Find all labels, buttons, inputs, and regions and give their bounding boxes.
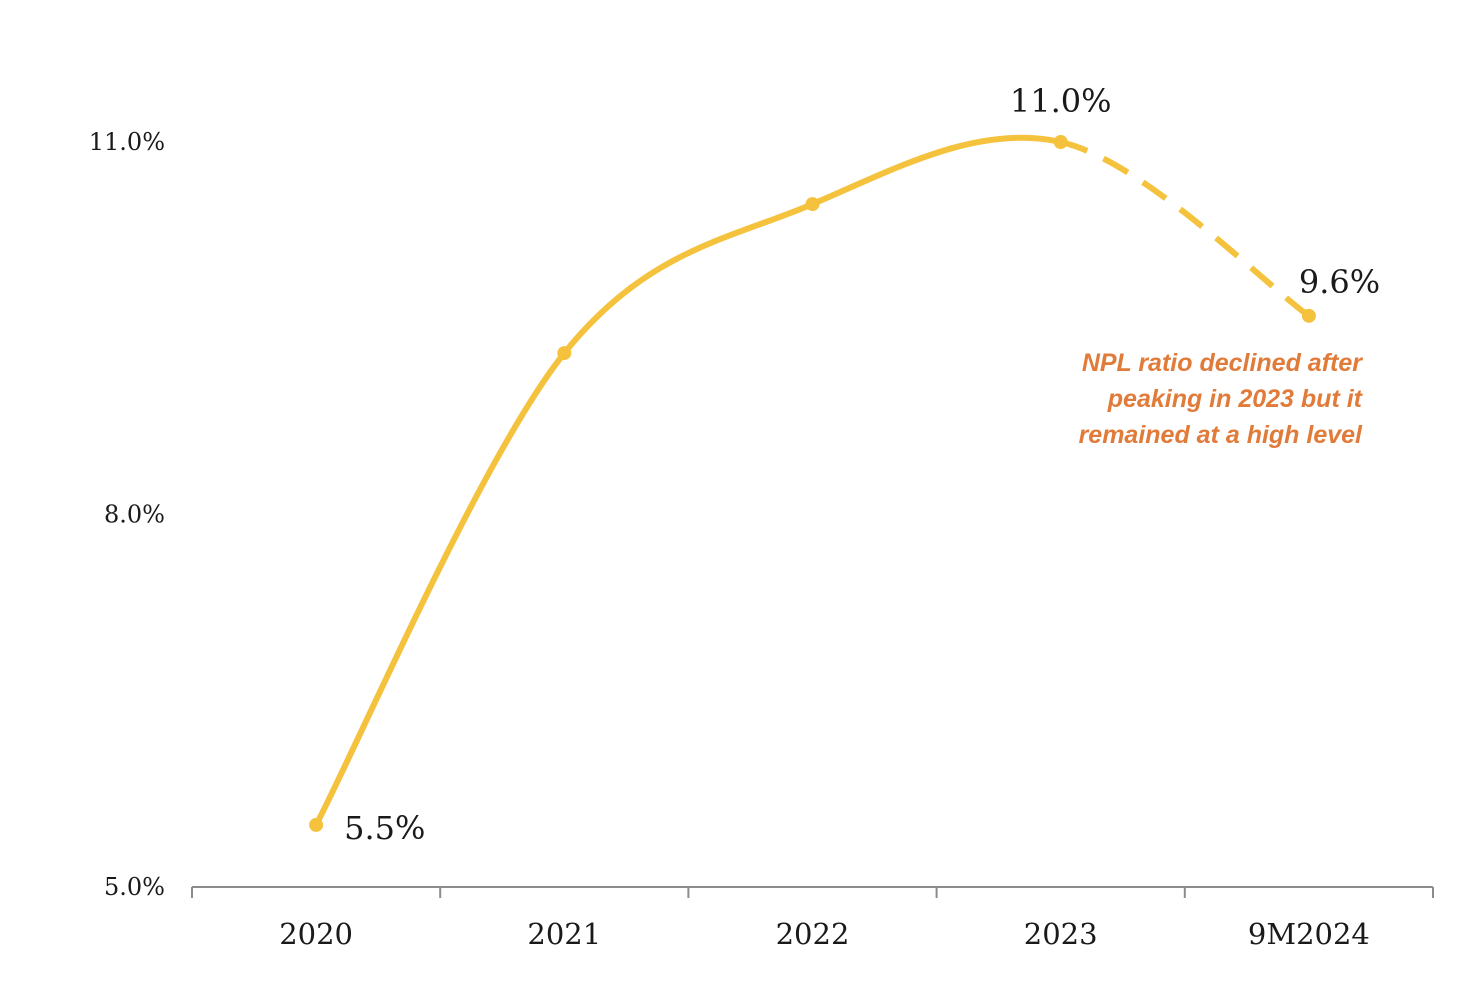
x-tick-label: 2022: [776, 917, 850, 951]
y-tick-label: 5.0%: [104, 873, 165, 901]
annotation-text: NPL ratio declined after: [1082, 349, 1363, 377]
data-label: 5.5%: [344, 809, 425, 847]
x-tick-label: 2023: [1024, 917, 1098, 951]
annotation-text: remained at a high level: [1079, 421, 1363, 449]
x-tick-label: 9M2024: [1248, 917, 1370, 951]
x-tick-label: 2020: [279, 917, 353, 951]
data-point: [805, 197, 820, 212]
annotation-text: peaking in 2023 but it: [1107, 385, 1364, 413]
data-point: [1301, 308, 1316, 323]
data-label: 11.0%: [1010, 82, 1112, 120]
data-label: 9.6%: [1299, 263, 1380, 301]
data-point: [309, 817, 324, 832]
data-point: [1053, 135, 1068, 149]
series-line-projected: [1060, 139, 1311, 319]
data-point: [557, 346, 572, 361]
x-tick-label: 2021: [527, 917, 601, 951]
series-line-actual: [313, 134, 1064, 828]
y-tick-label: 8.0%: [104, 501, 165, 529]
y-tick-label: 11.0%: [89, 128, 165, 156]
